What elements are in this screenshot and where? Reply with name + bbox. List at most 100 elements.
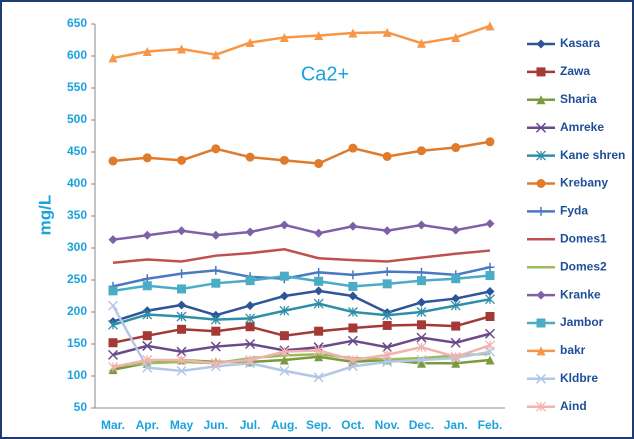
x-tick-label: Dec. bbox=[409, 418, 434, 432]
data-point bbox=[210, 358, 221, 369]
x-tick-label: Jun. bbox=[203, 418, 228, 432]
annotation: Ca2+ bbox=[301, 63, 349, 85]
data-point bbox=[313, 298, 324, 309]
data-point bbox=[142, 362, 153, 373]
data-point bbox=[245, 322, 255, 332]
data-point bbox=[210, 314, 221, 325]
series-line bbox=[112, 222, 491, 241]
data-point bbox=[279, 331, 289, 341]
legend-marker bbox=[536, 206, 546, 216]
data-point bbox=[108, 156, 118, 166]
y-tick-label: 400 bbox=[67, 176, 87, 190]
data-point bbox=[314, 286, 324, 296]
data-point bbox=[485, 287, 495, 297]
data-point bbox=[108, 362, 118, 372]
data-point bbox=[210, 341, 221, 352]
data-point bbox=[108, 319, 118, 330]
data-point bbox=[347, 307, 358, 317]
data-point bbox=[485, 340, 495, 351]
legend-marker bbox=[536, 179, 546, 188]
y-tick-label: 650 bbox=[67, 16, 87, 30]
data-point bbox=[107, 349, 119, 360]
y-tick-label: 300 bbox=[67, 240, 87, 254]
series-line bbox=[112, 274, 491, 293]
data-point bbox=[416, 307, 427, 317]
legend-label: Zawa bbox=[560, 64, 590, 78]
legend-label: Kane shren bbox=[560, 148, 625, 162]
data-point bbox=[211, 278, 221, 288]
data-point bbox=[279, 220, 289, 230]
x-tick-label: Mar. bbox=[101, 418, 125, 432]
y-tick-label: 250 bbox=[67, 272, 87, 286]
series-line bbox=[112, 140, 491, 165]
data-point bbox=[177, 324, 187, 334]
data-point bbox=[142, 331, 152, 341]
legend-label: Kasara bbox=[560, 36, 600, 50]
data-point bbox=[416, 320, 426, 330]
data-point bbox=[142, 281, 152, 291]
data-point bbox=[348, 323, 358, 333]
x-tick-label: Aug. bbox=[271, 418, 298, 432]
data-point bbox=[211, 50, 221, 60]
data-point bbox=[416, 267, 426, 277]
data-point bbox=[211, 265, 221, 275]
x-tick-label: Jan. bbox=[444, 418, 468, 432]
data-point bbox=[108, 53, 118, 63]
data-point bbox=[382, 320, 392, 330]
x-tick-label: Sep. bbox=[306, 418, 331, 432]
legend-label: Kldbre bbox=[560, 371, 598, 385]
data-point bbox=[245, 152, 255, 162]
data-point bbox=[211, 326, 221, 336]
data-point bbox=[177, 155, 187, 165]
data-point bbox=[245, 276, 255, 286]
data-point bbox=[142, 355, 153, 365]
data-point bbox=[313, 372, 324, 383]
data-point bbox=[279, 271, 289, 281]
x-tick-label: Apr. bbox=[136, 418, 159, 432]
data-point bbox=[450, 337, 461, 348]
y-tick-label: 100 bbox=[67, 368, 87, 382]
y-tick-label: 150 bbox=[67, 336, 87, 350]
legend-marker bbox=[536, 67, 546, 77]
data-point bbox=[382, 349, 393, 360]
data-point bbox=[416, 146, 426, 156]
data-point bbox=[245, 355, 256, 365]
legend-marker bbox=[536, 150, 546, 161]
y-tick-label: 200 bbox=[67, 304, 87, 318]
series-line bbox=[112, 352, 491, 368]
data-point bbox=[279, 346, 290, 357]
data-point bbox=[245, 338, 256, 350]
data-point bbox=[451, 32, 461, 42]
data-point bbox=[279, 155, 289, 165]
data-point bbox=[245, 227, 255, 237]
data-point bbox=[245, 38, 255, 48]
data-point bbox=[485, 262, 495, 272]
data-point bbox=[382, 310, 393, 321]
legend-label: Jambor bbox=[560, 315, 604, 329]
data-point bbox=[314, 31, 324, 41]
data-point bbox=[416, 220, 426, 230]
data-point bbox=[177, 300, 187, 310]
series-line bbox=[112, 315, 491, 344]
data-point bbox=[108, 235, 118, 245]
legend-label: Amreke bbox=[560, 120, 604, 134]
data-point bbox=[416, 38, 426, 48]
data-point bbox=[485, 294, 495, 305]
legend-label: Domes1 bbox=[560, 231, 607, 245]
legend-label: Kranke bbox=[560, 287, 601, 301]
data-point bbox=[416, 342, 427, 353]
data-point bbox=[211, 144, 221, 154]
legend-label: Aind bbox=[560, 399, 587, 413]
data-point bbox=[416, 297, 426, 307]
legend-label: Krebany bbox=[560, 176, 608, 190]
legend-label: Fyda bbox=[560, 204, 588, 218]
data-point bbox=[279, 291, 289, 301]
y-tick-label: 50 bbox=[74, 400, 88, 414]
data-point bbox=[177, 269, 187, 279]
data-point bbox=[382, 267, 392, 277]
legend-marker bbox=[536, 39, 546, 49]
data-point bbox=[176, 346, 187, 357]
